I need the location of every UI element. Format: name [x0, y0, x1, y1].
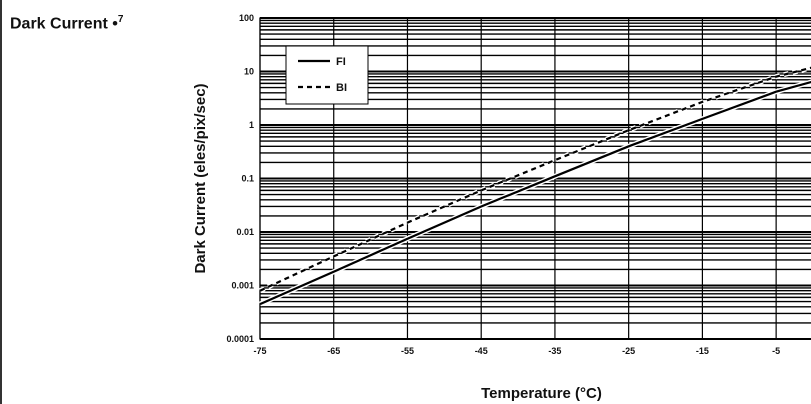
- x-tick-label: -5: [772, 346, 780, 356]
- series-line-bi: [259, 66, 811, 292]
- x-tick-labels: -75 -65 -55 -45 -35 -25 -15 -5: [253, 346, 780, 356]
- y-tick-label: 10: [244, 67, 254, 77]
- y-tick-labels: 0.0001 0.001 0.01 0.1 1 10 100: [226, 13, 254, 344]
- x-tick-label: -35: [548, 346, 561, 356]
- section-label-footnote: 7: [117, 14, 124, 25]
- y-axis-title: Dark Current (eles/pix/sec): [192, 83, 209, 273]
- section-label: Dark Current •7: [10, 14, 123, 33]
- series-halo: [258, 79, 811, 307]
- y-tick-label: 0.0001: [226, 334, 254, 344]
- y-tick-label: 0.1: [241, 174, 254, 184]
- x-tick-label: -25: [622, 346, 635, 356]
- y-tick-label: 100: [239, 13, 254, 23]
- x-tick-label: -15: [696, 346, 709, 356]
- series-layer: [258, 65, 811, 307]
- x-tick-label: -75: [253, 346, 266, 356]
- legend-label: BI: [336, 82, 347, 94]
- x-tick-label: -45: [475, 346, 488, 356]
- y-tick-label: 1: [249, 120, 254, 130]
- legend-box: [285, 45, 369, 105]
- x-tick-label: -55: [401, 346, 414, 356]
- series-line-fi: [259, 80, 811, 306]
- plot-border: [259, 17, 811, 340]
- y-tick-label: 0.01: [236, 227, 254, 237]
- section-label-text: Dark Current: [10, 15, 108, 33]
- section-label-marker: •: [112, 15, 118, 33]
- y-tick-label: 0.001: [231, 281, 254, 291]
- legend: FI BI: [285, 45, 369, 105]
- x-axis-title: Temperature (°C): [481, 385, 602, 402]
- grid: [259, 17, 811, 340]
- legend-label: FI: [336, 56, 346, 68]
- x-tick-label: -65: [327, 346, 340, 356]
